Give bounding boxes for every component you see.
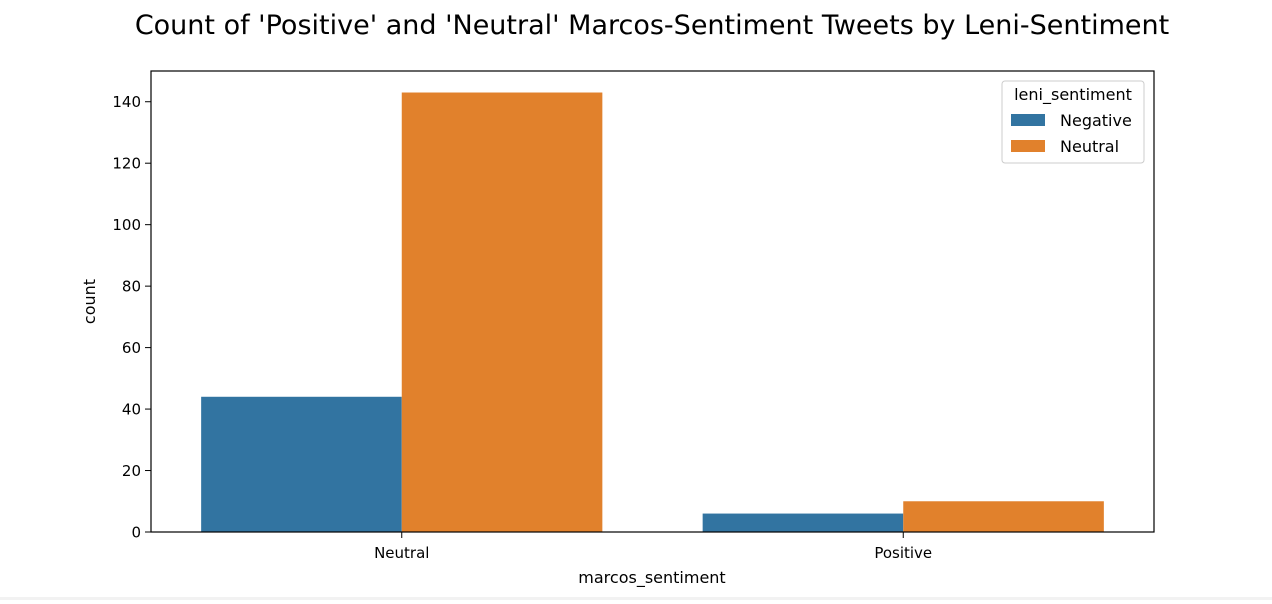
- y-axis-ticks: 0 20 40 60 80 100 120 140: [112, 93, 151, 542]
- y-tick-label: 40: [122, 401, 141, 419]
- y-tick-label: 0: [131, 524, 141, 542]
- legend-items: Negative Neutral: [1011, 111, 1132, 156]
- plot-frame: [150, 70, 1155, 533]
- y-tick-label: 80: [122, 278, 141, 296]
- y-tick-label: 20: [122, 462, 141, 480]
- y-tick-label: 100: [112, 216, 141, 234]
- bottom-edge-strip: [0, 597, 1272, 600]
- legend-swatch-negative: [1011, 114, 1045, 126]
- x-axis-label: marcos_sentiment: [578, 568, 725, 588]
- bar-negative-positive: [702, 513, 904, 532]
- y-tick-label: 120: [112, 155, 141, 173]
- x-tick-label: Neutral: [374, 544, 429, 562]
- legend: leni_sentiment Negative Neutral: [1001, 80, 1145, 164]
- bar-neutral-positive: [903, 501, 1104, 532]
- y-tick-label: 60: [122, 339, 141, 357]
- bar-neutral-neutral: [401, 92, 603, 532]
- x-axis-ticks: Neutral Positive: [374, 532, 932, 562]
- x-tick-label: Positive: [874, 544, 932, 562]
- legend-swatch-neutral: [1011, 140, 1045, 152]
- chart-title: Count of 'Positive' and 'Neutral' Marcos…: [135, 10, 1169, 41]
- bars-layer: [201, 92, 1104, 532]
- legend-label-neutral: Neutral: [1060, 137, 1119, 156]
- legend-title: leni_sentiment: [1014, 85, 1132, 105]
- legend-label-negative: Negative: [1060, 111, 1132, 130]
- bar-negative-neutral: [201, 396, 402, 532]
- y-tick-label: 140: [112, 93, 141, 111]
- y-axis-label: count: [80, 279, 99, 324]
